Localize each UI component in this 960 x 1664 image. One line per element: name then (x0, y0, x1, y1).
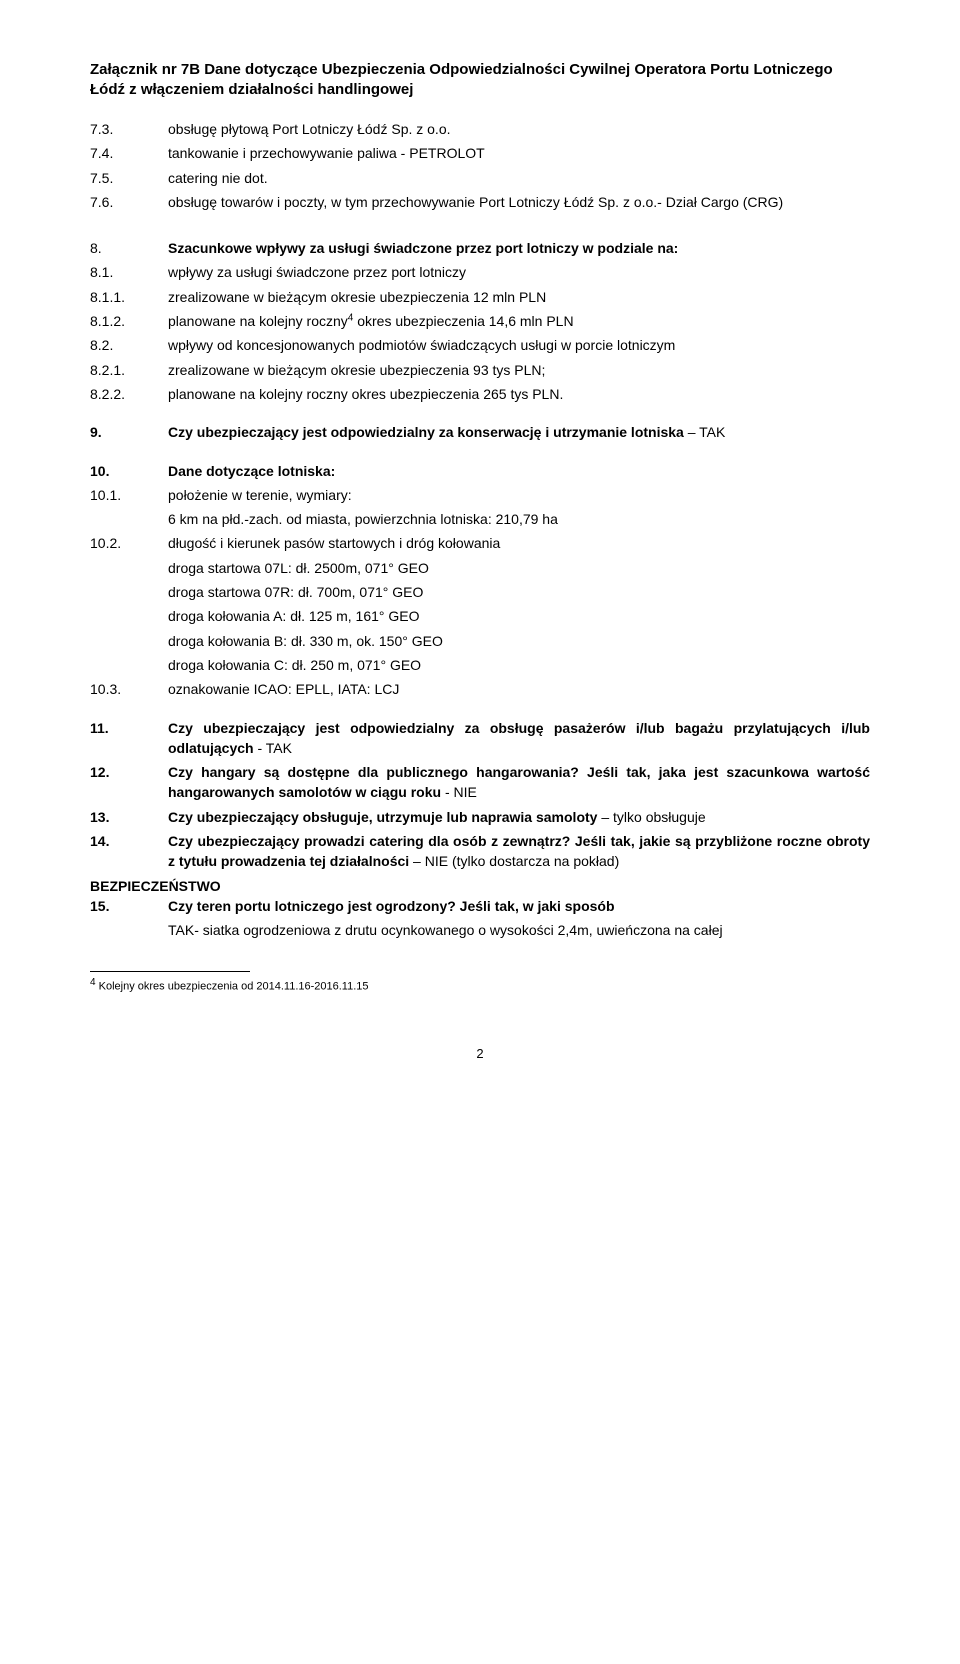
item-text: catering nie dot. (168, 168, 870, 188)
page-number: 2 (90, 1045, 870, 1064)
item-text: oznakowanie ICAO: EPLL, IATA: LCJ (168, 679, 870, 699)
item-7-4: 7.4. tankowanie i przechowywanie paliwa … (90, 143, 870, 163)
taxiway-detail: droga kołowania A: dł. 125 m, 161° GEO (168, 606, 870, 626)
item-11: 11. Czy ubezpieczający jest odpowiedzial… (90, 718, 870, 759)
item-text: Czy ubezpieczający obsługuje, utrzymuje … (168, 807, 870, 827)
item-7-3: 7.3. obsługę płytową Port Lotniczy Łódź … (90, 119, 870, 139)
item-text: wpływy od koncesjonowanych podmiotów świ… (168, 335, 870, 355)
item-10-1-detail: 6 km na płd.-zach. od miasta, powierzchn… (168, 509, 870, 529)
item-number: 8.1.1. (90, 287, 168, 307)
item-text: Czy teren portu lotniczego jest ogrodzon… (168, 896, 870, 916)
item-text: Dane dotyczące lotniska: (168, 461, 870, 481)
item-7-6: 7.6. obsługę towarów i poczty, w tym prz… (90, 192, 870, 212)
item-text: długość i kierunek pasów startowych i dr… (168, 533, 870, 553)
item-text: Czy ubezpieczający jest odpowiedzialny z… (168, 718, 870, 759)
item-text: położenie w terenie, wymiary: (168, 485, 870, 505)
item-number: 8.1. (90, 262, 168, 282)
item-number: 7.3. (90, 119, 168, 139)
text-part: planowane na kolejny roczny (168, 313, 348, 329)
answer-text: - NIE (445, 784, 477, 800)
answer-text: - TAK (257, 740, 292, 756)
item-15: 15. Czy teren portu lotniczego jest ogro… (90, 896, 870, 916)
item-number: 10.1. (90, 485, 168, 505)
item-15-detail: TAK- siatka ogrodzeniowa z drutu ocynkow… (168, 920, 870, 940)
runway-detail: droga startowa 07L: dł. 2500m, 071° GEO (168, 558, 870, 578)
question-text: Czy ubezpieczający obsługuje, utrzymuje … (168, 809, 601, 825)
text-part: okres ubezpieczenia 14,6 mln PLN (353, 313, 573, 329)
item-text: zrealizowane w bieżącym okresie ubezpiec… (168, 287, 870, 307)
runway-detail: droga startowa 07R: dł. 700m, 071° GEO (168, 582, 870, 602)
item-number: 7.6. (90, 192, 168, 212)
item-10-3: 10.3. oznakowanie ICAO: EPLL, IATA: LCJ (90, 679, 870, 699)
item-text: planowane na kolejny roczny4 okres ubezp… (168, 311, 870, 331)
item-number: 9. (90, 422, 168, 442)
question-text: Czy hangary są dostępne dla publicznego … (168, 764, 870, 800)
question-text: Czy ubezpieczający jest odpowiedzialny z… (168, 424, 688, 440)
item-number: 12. (90, 762, 168, 803)
taxiway-detail: droga kołowania B: dł. 330 m, ok. 150° G… (168, 631, 870, 651)
item-number: 8.1.2. (90, 311, 168, 331)
item-8: 8. Szacunkowe wpływy za usługi świadczon… (90, 238, 870, 258)
item-8-1-2: 8.1.2. planowane na kolejny roczny4 okre… (90, 311, 870, 331)
item-8-2: 8.2. wpływy od koncesjonowanych podmiotó… (90, 335, 870, 355)
item-number: 8.2.2. (90, 384, 168, 404)
answer-text: – TAK (688, 424, 726, 440)
answer-text: – NIE (tylko dostarcza na pokład) (413, 853, 619, 869)
item-text: planowane na kolejny roczny okres ubezpi… (168, 384, 870, 404)
item-text: obsługę towarów i poczty, w tym przechow… (168, 192, 870, 212)
item-number: 10.2. (90, 533, 168, 553)
footnote-text: Kolejny okres ubezpieczenia od 2014.11.1… (96, 980, 369, 992)
item-8-1-1: 8.1.1. zrealizowane w bieżącym okresie u… (90, 287, 870, 307)
item-number: 15. (90, 896, 168, 916)
item-text: Czy ubezpieczający prowadzi catering dla… (168, 831, 870, 872)
item-7-5: 7.5. catering nie dot. (90, 168, 870, 188)
item-number: 7.5. (90, 168, 168, 188)
item-8-1: 8.1. wpływy za usługi świadczone przez p… (90, 262, 870, 282)
item-text: Czy ubezpieczający jest odpowiedzialny z… (168, 422, 870, 442)
item-number: 10.3. (90, 679, 168, 699)
item-13: 13. Czy ubezpieczający obsługuje, utrzym… (90, 807, 870, 827)
item-number: 11. (90, 718, 168, 759)
footnote-4: 4 Kolejny okres ubezpieczenia od 2014.11… (90, 976, 870, 996)
item-number: 8.2.1. (90, 360, 168, 380)
item-text: tankowanie i przechowywanie paliwa - PET… (168, 143, 870, 163)
item-number: 13. (90, 807, 168, 827)
item-10-1: 10.1. położenie w terenie, wymiary: (90, 485, 870, 505)
item-text: Czy hangary są dostępne dla publicznego … (168, 762, 870, 803)
attachment-header: Załącznik nr 7B Dane dotyczące Ubezpiecz… (90, 60, 870, 99)
item-text: Szacunkowe wpływy za usługi świadczone p… (168, 238, 870, 258)
item-number: 8. (90, 238, 168, 258)
item-12: 12. Czy hangary są dostępne dla publiczn… (90, 762, 870, 803)
item-8-2-2: 8.2.2. planowane na kolejny roczny okres… (90, 384, 870, 404)
item-text: wpływy za usługi świadczone przez port l… (168, 262, 870, 282)
item-number: 14. (90, 831, 168, 872)
taxiway-detail: droga kołowania C: dł. 250 m, 071° GEO (168, 655, 870, 675)
item-number: 10. (90, 461, 168, 481)
item-number: 7.4. (90, 143, 168, 163)
item-text: zrealizowane w bieżącym okresie ubezpiec… (168, 360, 870, 380)
item-10-2: 10.2. długość i kierunek pasów startowyc… (90, 533, 870, 553)
item-text: obsługę płytową Port Lotniczy Łódź Sp. z… (168, 119, 870, 139)
answer-text: – tylko obsługuje (601, 809, 705, 825)
item-14: 14. Czy ubezpieczający prowadzi catering… (90, 831, 870, 872)
section-heading-safety: BEZPIECZEŃSTWO (90, 876, 870, 896)
footnote-separator (90, 971, 250, 972)
item-9: 9. Czy ubezpieczający jest odpowiedzialn… (90, 422, 870, 442)
item-8-2-1: 8.2.1. zrealizowane w bieżącym okresie u… (90, 360, 870, 380)
item-10: 10. Dane dotyczące lotniska: (90, 461, 870, 481)
item-number: 8.2. (90, 335, 168, 355)
